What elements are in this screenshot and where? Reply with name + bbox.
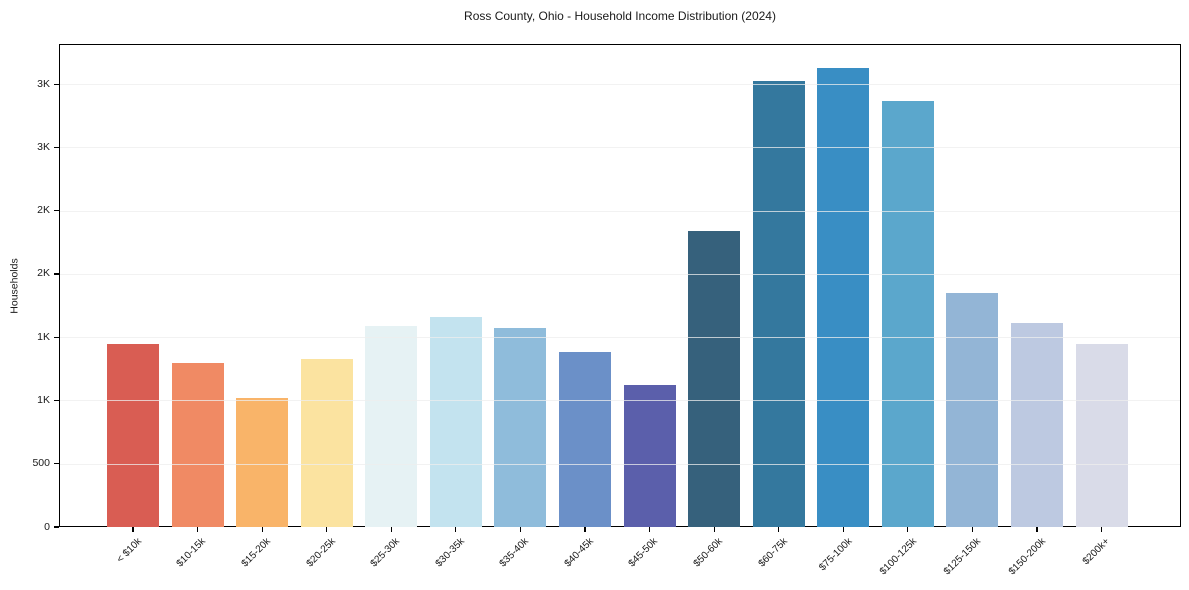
x-tick-label: $15-20k [239, 536, 273, 570]
bar-150-200k [1010, 323, 1063, 527]
bar-10k [107, 343, 159, 527]
y-tick-label: 3K [37, 140, 50, 153]
x-tick-mark [971, 527, 973, 532]
x-tick-mark [390, 527, 392, 532]
y-tick-mark [54, 336, 59, 338]
x-tick-mark [842, 527, 844, 532]
y-axis-label: Households [9, 257, 22, 314]
y-tick-label: 1K [37, 393, 50, 406]
y-tick-mark [54, 210, 59, 212]
x-tick-label: $75-100k [816, 536, 855, 574]
x-tick-mark [907, 527, 909, 532]
bar-25-30k [365, 325, 418, 527]
y-tick-mark [54, 273, 59, 275]
x-tick-mark [1036, 527, 1038, 532]
y-tick-mark [54, 83, 59, 85]
x-tick-mark [648, 527, 651, 532]
x-tick-mark [778, 527, 780, 532]
x-tick-label: < $10k [114, 536, 144, 566]
x-tick-label: $150-200k [1006, 536, 1048, 578]
bar-40-45k [558, 351, 611, 527]
bar-50-60k [688, 230, 741, 527]
gridline-y-2500 [60, 210, 1180, 212]
bar-20-25k [300, 358, 353, 527]
bar-100-125k [881, 100, 934, 527]
bar-45-50k [623, 385, 676, 527]
x-tick-label: $25-30k [368, 536, 403, 570]
x-tick-label: $50-60k [691, 536, 725, 570]
x-tick-label: $200k+ [1081, 536, 1113, 568]
y-tick-mark [54, 526, 59, 528]
gridline-y-1500 [60, 337, 1180, 339]
x-tick-mark [261, 527, 263, 532]
chart-title: Ross County, Ohio - Household Income Dis… [464, 9, 776, 23]
bar-10-15k [171, 362, 224, 527]
gridline-y-1000 [60, 400, 1180, 402]
x-tick-mark [132, 527, 134, 532]
gridline-y-2000 [60, 273, 1180, 275]
y-tick-label: 0 [44, 520, 50, 533]
x-tick-label: $35-40k [497, 536, 532, 570]
bar-35-40k [494, 328, 547, 527]
x-tick-mark [519, 527, 521, 532]
x-tick-mark [1100, 527, 1103, 532]
bar-125-150k [946, 292, 999, 527]
x-tick-mark [455, 527, 457, 532]
x-tick-mark [584, 527, 586, 532]
bar-30-35k [429, 317, 482, 527]
y-tick-label: 2K [37, 267, 50, 280]
y-axis-label-box: Households [0, 44, 30, 527]
x-tick-mark [713, 527, 715, 532]
y-tick-mark [54, 399, 59, 402]
x-tick-label: $100-125k [877, 536, 919, 578]
gridline-y-3000 [60, 147, 1180, 149]
x-tick-label: $40-45k [562, 536, 596, 570]
bar-15-20k [236, 397, 289, 527]
y-tick-label: 1K [37, 330, 50, 343]
x-tick-mark [196, 527, 199, 532]
x-tick-label: $30-35k [433, 536, 467, 570]
x-tick-mark [326, 527, 328, 532]
y-tick-label: 500 [32, 457, 50, 470]
gridline-y-500 [60, 463, 1180, 465]
gridline-y-3500 [60, 84, 1180, 86]
bar-60-75k [752, 81, 805, 527]
bar-75-100k [817, 67, 870, 527]
x-tick-label: $45-50k [627, 536, 661, 570]
x-tick-label: $125-150k [942, 536, 984, 578]
y-tick-label: 3K [37, 77, 50, 90]
x-tick-label: $20-25k [304, 536, 338, 570]
y-tick-mark [54, 146, 59, 149]
x-tick-label: $10-15k [175, 536, 209, 570]
y-tick-mark [54, 463, 59, 465]
bar-200k [1075, 344, 1128, 527]
y-tick-label: 2K [37, 204, 50, 217]
x-tick-label: $60-75k [756, 536, 790, 570]
